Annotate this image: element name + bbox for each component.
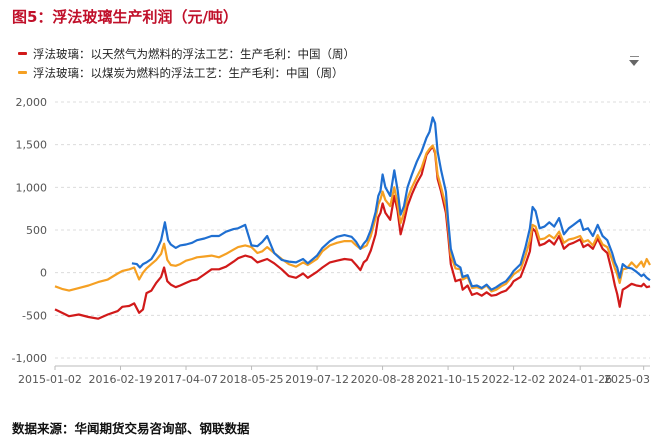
menu-dropdown-icon[interactable] <box>627 56 641 70</box>
legend-swatch-coal <box>18 71 27 74</box>
chevron-down-icon <box>629 60 639 66</box>
y-tick-label: -1,000 <box>12 352 47 365</box>
y-tick-label: 1,500 <box>16 139 48 152</box>
x-tick-label: 2024-01-26 <box>548 373 612 386</box>
y-axis: -1,000 -500 0 500 1,000 1,500 2,000 <box>12 96 47 365</box>
series-line-2[interactable] <box>131 116 651 291</box>
x-tick-label: 2019-07-12 <box>285 373 349 386</box>
x-axis: 2015-01-02 2016-02-19 2017-04-07 2018-05-25… <box>18 365 650 386</box>
x-tick-label: 2018-05-25 <box>220 373 284 386</box>
y-tick-label: 500 <box>26 224 47 237</box>
x-tick-label: 2020-08-28 <box>351 373 415 386</box>
menu-bar-icon <box>629 56 639 57</box>
y-tick-label: 1,000 <box>16 181 48 194</box>
source-note: 数据来源：华闻期货交易咨询部、钢联数据 <box>12 421 250 436</box>
legend-item-gas[interactable]: 浮法玻璃：以天然气为燃料的浮法工艺：生产毛利：中国（周） <box>18 44 355 63</box>
series-lines <box>54 116 651 320</box>
x-tick-label: 2022-12-02 <box>482 373 546 386</box>
legend: 浮法玻璃：以天然气为燃料的浮法工艺：生产毛利：中国（周） 浮法玻璃：以煤炭为燃料… <box>18 44 355 82</box>
x-tick-label: 2015-01-02 <box>18 373 82 386</box>
x-tick-label: 2017-04-07 <box>154 373 218 386</box>
legend-item-coal[interactable]: 浮法玻璃：以煤炭为燃料的浮法工艺：生产毛利：中国（周） <box>18 63 355 82</box>
legend-label-gas: 浮法玻璃：以天然气为燃料的浮法工艺：生产毛利：中国（周） <box>33 46 355 61</box>
y-tick-label: 2,000 <box>16 96 48 109</box>
x-tick-label: 2016-02-19 <box>89 373 153 386</box>
chart-title: 图5：浮法玻璃生产利润（元/吨） <box>12 8 238 26</box>
series-line-1[interactable] <box>54 144 651 293</box>
legend-label-coal: 浮法玻璃：以煤炭为燃料的浮法工艺：生产毛利：中国（周） <box>33 65 344 80</box>
x-tick-label: 2021-10-15 <box>416 373 480 386</box>
legend-swatch-gas <box>18 52 27 55</box>
gridlines <box>55 101 650 359</box>
series-line-0[interactable] <box>54 145 651 320</box>
y-tick-label: 0 <box>40 267 47 280</box>
x-tick-label: 2025-03 <box>604 373 650 386</box>
y-tick-label: -500 <box>22 309 47 322</box>
